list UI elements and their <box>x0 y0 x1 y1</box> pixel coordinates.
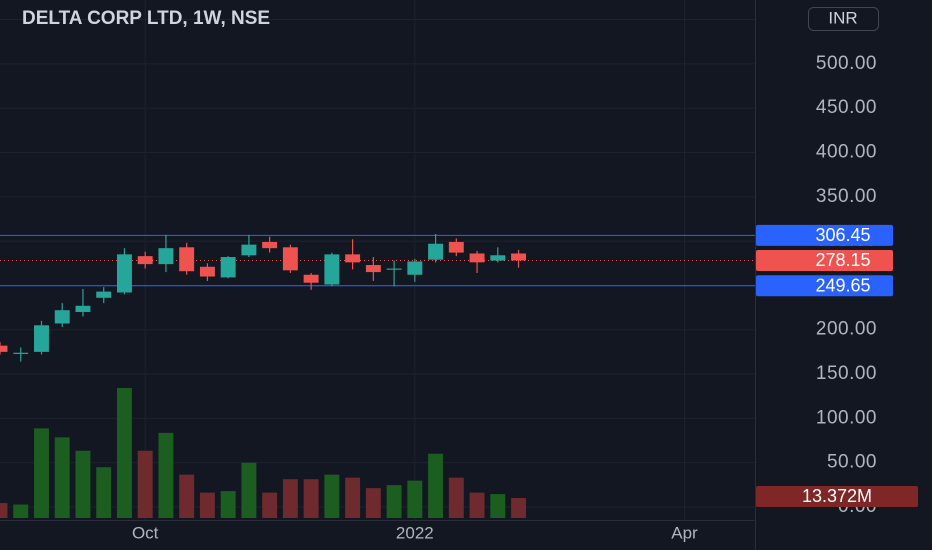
volume-bar <box>469 492 485 518</box>
currency-label[interactable]: INR <box>828 8 857 27</box>
volume-bar <box>282 479 298 518</box>
candle-body <box>13 352 29 354</box>
volume-bar <box>54 437 70 518</box>
volume-bar <box>220 491 236 518</box>
candle-body <box>220 257 236 278</box>
volume-bar <box>179 474 195 518</box>
volume-bar <box>13 504 29 518</box>
candle-body <box>137 256 153 265</box>
candle-body <box>75 305 91 312</box>
candle-body <box>241 244 257 256</box>
last-price-label: 278.15 <box>815 250 870 270</box>
candle-body <box>34 325 49 352</box>
x-tick-label: Oct <box>132 523 159 542</box>
candle-body <box>448 241 464 253</box>
level-label: 306.45 <box>815 225 870 245</box>
candle-body <box>303 274 319 283</box>
y-tick-label: 500.00 <box>816 53 877 74</box>
volume-bar <box>262 492 278 518</box>
candle-body <box>490 255 506 261</box>
last-volume-label: 13.372M <box>802 486 872 506</box>
volume-bar <box>407 480 423 518</box>
candle-body <box>511 253 527 261</box>
x-tick-label: 2022 <box>396 523 434 542</box>
y-tick-label: 50.00 <box>827 452 877 473</box>
candle-body <box>345 254 361 263</box>
last-volume-badge <box>756 486 918 507</box>
candle-body <box>407 261 423 275</box>
level-badge <box>756 275 893 297</box>
candles <box>0 233 527 362</box>
volume-bars <box>0 388 527 518</box>
volume-bar <box>199 492 215 518</box>
volume-bar <box>428 453 444 518</box>
candle-body <box>116 254 132 293</box>
candle-body <box>262 241 278 249</box>
y-tick-label: 150.00 <box>816 363 877 384</box>
volume-bar <box>365 488 381 518</box>
volume-bar <box>75 450 91 518</box>
volume-bar <box>511 498 527 518</box>
badges: 306.45 249.65 278.15 13.372M <box>756 224 918 507</box>
volume-bar <box>448 477 464 518</box>
y-tick-label: 350.00 <box>816 186 877 207</box>
volume-bar <box>34 428 49 518</box>
currency-badge[interactable] <box>808 7 879 31</box>
volume-bar <box>303 479 319 518</box>
volume-bar <box>158 432 174 518</box>
x-tick-label: Apr <box>671 523 698 542</box>
candle-body <box>158 248 174 265</box>
volume-bar <box>345 477 361 518</box>
volume-bar <box>116 388 132 518</box>
candle-body <box>96 291 112 298</box>
candle-body <box>282 247 298 271</box>
price-axis <box>755 0 932 550</box>
last-price-badge <box>756 249 893 271</box>
volume-bar <box>96 467 112 518</box>
chart-title: DELTA CORP LTD, 1W, NSE <box>22 8 270 29</box>
y-tick-label: 400.00 <box>816 141 877 162</box>
candle-body <box>324 254 340 285</box>
candle-body <box>386 268 402 270</box>
candle-body <box>428 243 444 260</box>
candle-body <box>199 266 215 277</box>
volume-bar <box>241 462 257 518</box>
volume-bar <box>137 450 153 518</box>
candle-body <box>469 253 485 263</box>
y-tick-label: 100.00 <box>816 407 877 428</box>
volume-bar <box>490 494 506 518</box>
level-badge <box>756 224 893 246</box>
y-tick-label: 200.00 <box>816 319 877 340</box>
volume-bar <box>0 503 8 518</box>
volume-bar <box>324 474 340 518</box>
candle-body <box>0 345 8 352</box>
level-label: 249.65 <box>815 275 870 295</box>
candle-body <box>179 247 195 272</box>
volume-bar <box>386 485 402 518</box>
candle-body <box>54 310 70 324</box>
candle-body <box>365 265 381 273</box>
y-tick-label: 450.00 <box>816 97 877 118</box>
